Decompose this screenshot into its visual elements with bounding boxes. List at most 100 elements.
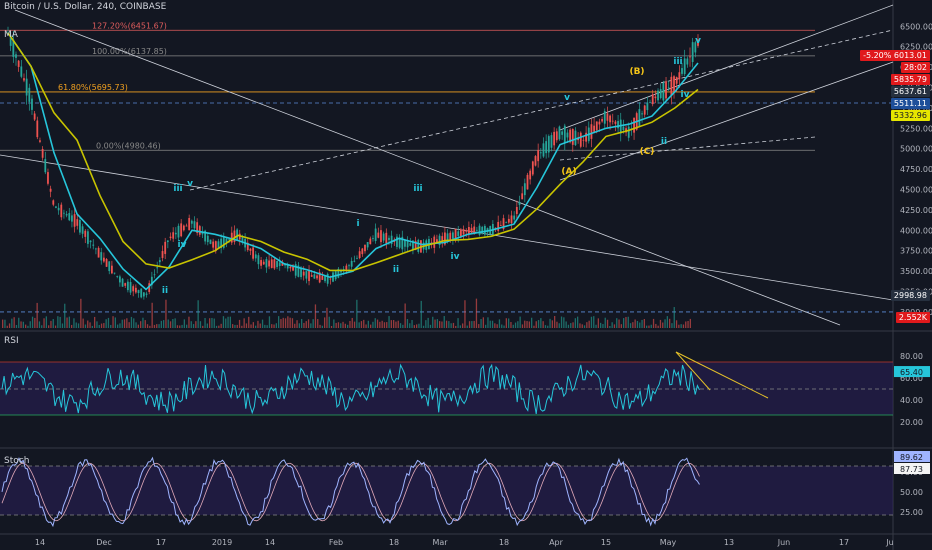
candle-body [563,125,566,143]
time-tick-label: 13 [724,538,734,547]
volume-bar [266,325,268,328]
volume-bar [75,322,77,328]
volume-bar [328,316,330,328]
volume-bar [98,324,100,328]
trend-lines[interactable] [0,4,894,399]
candle-body [505,221,508,223]
volume-bar [344,323,346,328]
volume-bar [268,316,271,328]
candle-body [537,150,540,162]
candle-body [358,251,361,259]
volume-bar [549,318,551,328]
price-pane[interactable] [0,0,893,330]
volume-bar [383,322,386,328]
volume-bar [151,302,153,328]
candle-body [260,260,262,266]
volume-bar [680,324,682,328]
price-tag: -5.20% 6013.01 [860,50,930,61]
rsi-tick-label: 60.00 [900,374,923,383]
candle-body [457,231,460,237]
candle-body [641,113,643,115]
rsi-label[interactable]: RSI [4,336,19,346]
candle-body [190,220,193,224]
candle-body [284,264,286,266]
candle-body [79,219,81,233]
volume-bar [156,324,158,328]
candle-body [649,102,651,104]
volume-bar [273,324,275,328]
volume-bar [669,318,671,328]
candle-body [566,132,569,138]
trend-line[interactable] [14,9,841,326]
candle-body [478,225,481,235]
price-tag: 5511.11 [890,98,930,109]
trend-line[interactable] [559,136,816,161]
time-axis[interactable]: 14 Dec 17 2019 14 Feb 18 Mar 18 Apr 15 May 13 Jun 17 Ju [35,538,894,547]
volume-bar [360,321,363,328]
volume-bar [514,322,517,328]
candle-body [673,76,675,92]
candle-body [52,200,55,205]
candle-body [41,148,44,158]
volume-bar [655,323,657,328]
rsi-axis[interactable]: 80.00 60.00 40.00 20.00 65.40 [894,352,930,427]
wave-label: ii [393,265,399,275]
candle-body [481,226,484,234]
volume-bar [257,320,259,328]
fib-level-label: 127.20%(6451.67) [92,21,167,30]
candle-body [345,265,348,270]
candle-body [603,111,606,124]
rsi-band [0,362,893,415]
candle-body [156,267,159,269]
candle-body [598,121,601,125]
trend-line[interactable] [189,29,894,191]
volume-bar [574,318,576,328]
volume-bar [590,316,593,328]
volume-bar [91,325,93,328]
stoch-label[interactable]: Stoch [4,456,30,466]
volume-bar [2,319,4,328]
volume-bar [241,325,243,328]
volume-bar [416,324,418,328]
candle-body [92,244,95,246]
trend-line[interactable] [559,61,894,181]
candle-body [606,113,609,121]
time-tick-label: Feb [329,538,343,547]
volume-bar [225,318,227,328]
volume-bar [618,319,620,328]
trend-line[interactable] [559,4,894,131]
stoch-series [1,456,700,528]
time-tick-label: Ju [885,538,893,547]
volume-bar [68,316,70,328]
volume-bar [163,320,165,328]
rsi-trend-line[interactable] [675,351,711,391]
volume-bar [462,323,464,328]
candle-body [555,131,558,141]
price-tag: 2998.98 [890,290,930,301]
candle-body [686,58,689,65]
candle-body [361,248,364,255]
volume-bar [420,300,422,328]
candle-body [462,229,465,235]
candle-body [44,159,47,173]
volume-bar [324,317,326,328]
ma-label[interactable]: MA [4,30,18,40]
candle-body [401,236,404,250]
volume-bar [602,324,604,328]
wave-label: v [695,36,701,46]
volume-bar [623,318,625,328]
volume-bar [443,316,445,328]
volume-bar [475,298,478,328]
trend-line[interactable] [0,154,894,301]
candle-body [161,251,164,258]
volume-bar [123,319,126,328]
volume-bar [425,320,427,328]
candle-body [188,218,191,231]
candle-body [294,264,297,276]
rsi-trend-line[interactable] [675,351,769,399]
volume-bar [310,323,312,328]
candle-body [659,89,662,99]
volume-bar [381,320,383,328]
